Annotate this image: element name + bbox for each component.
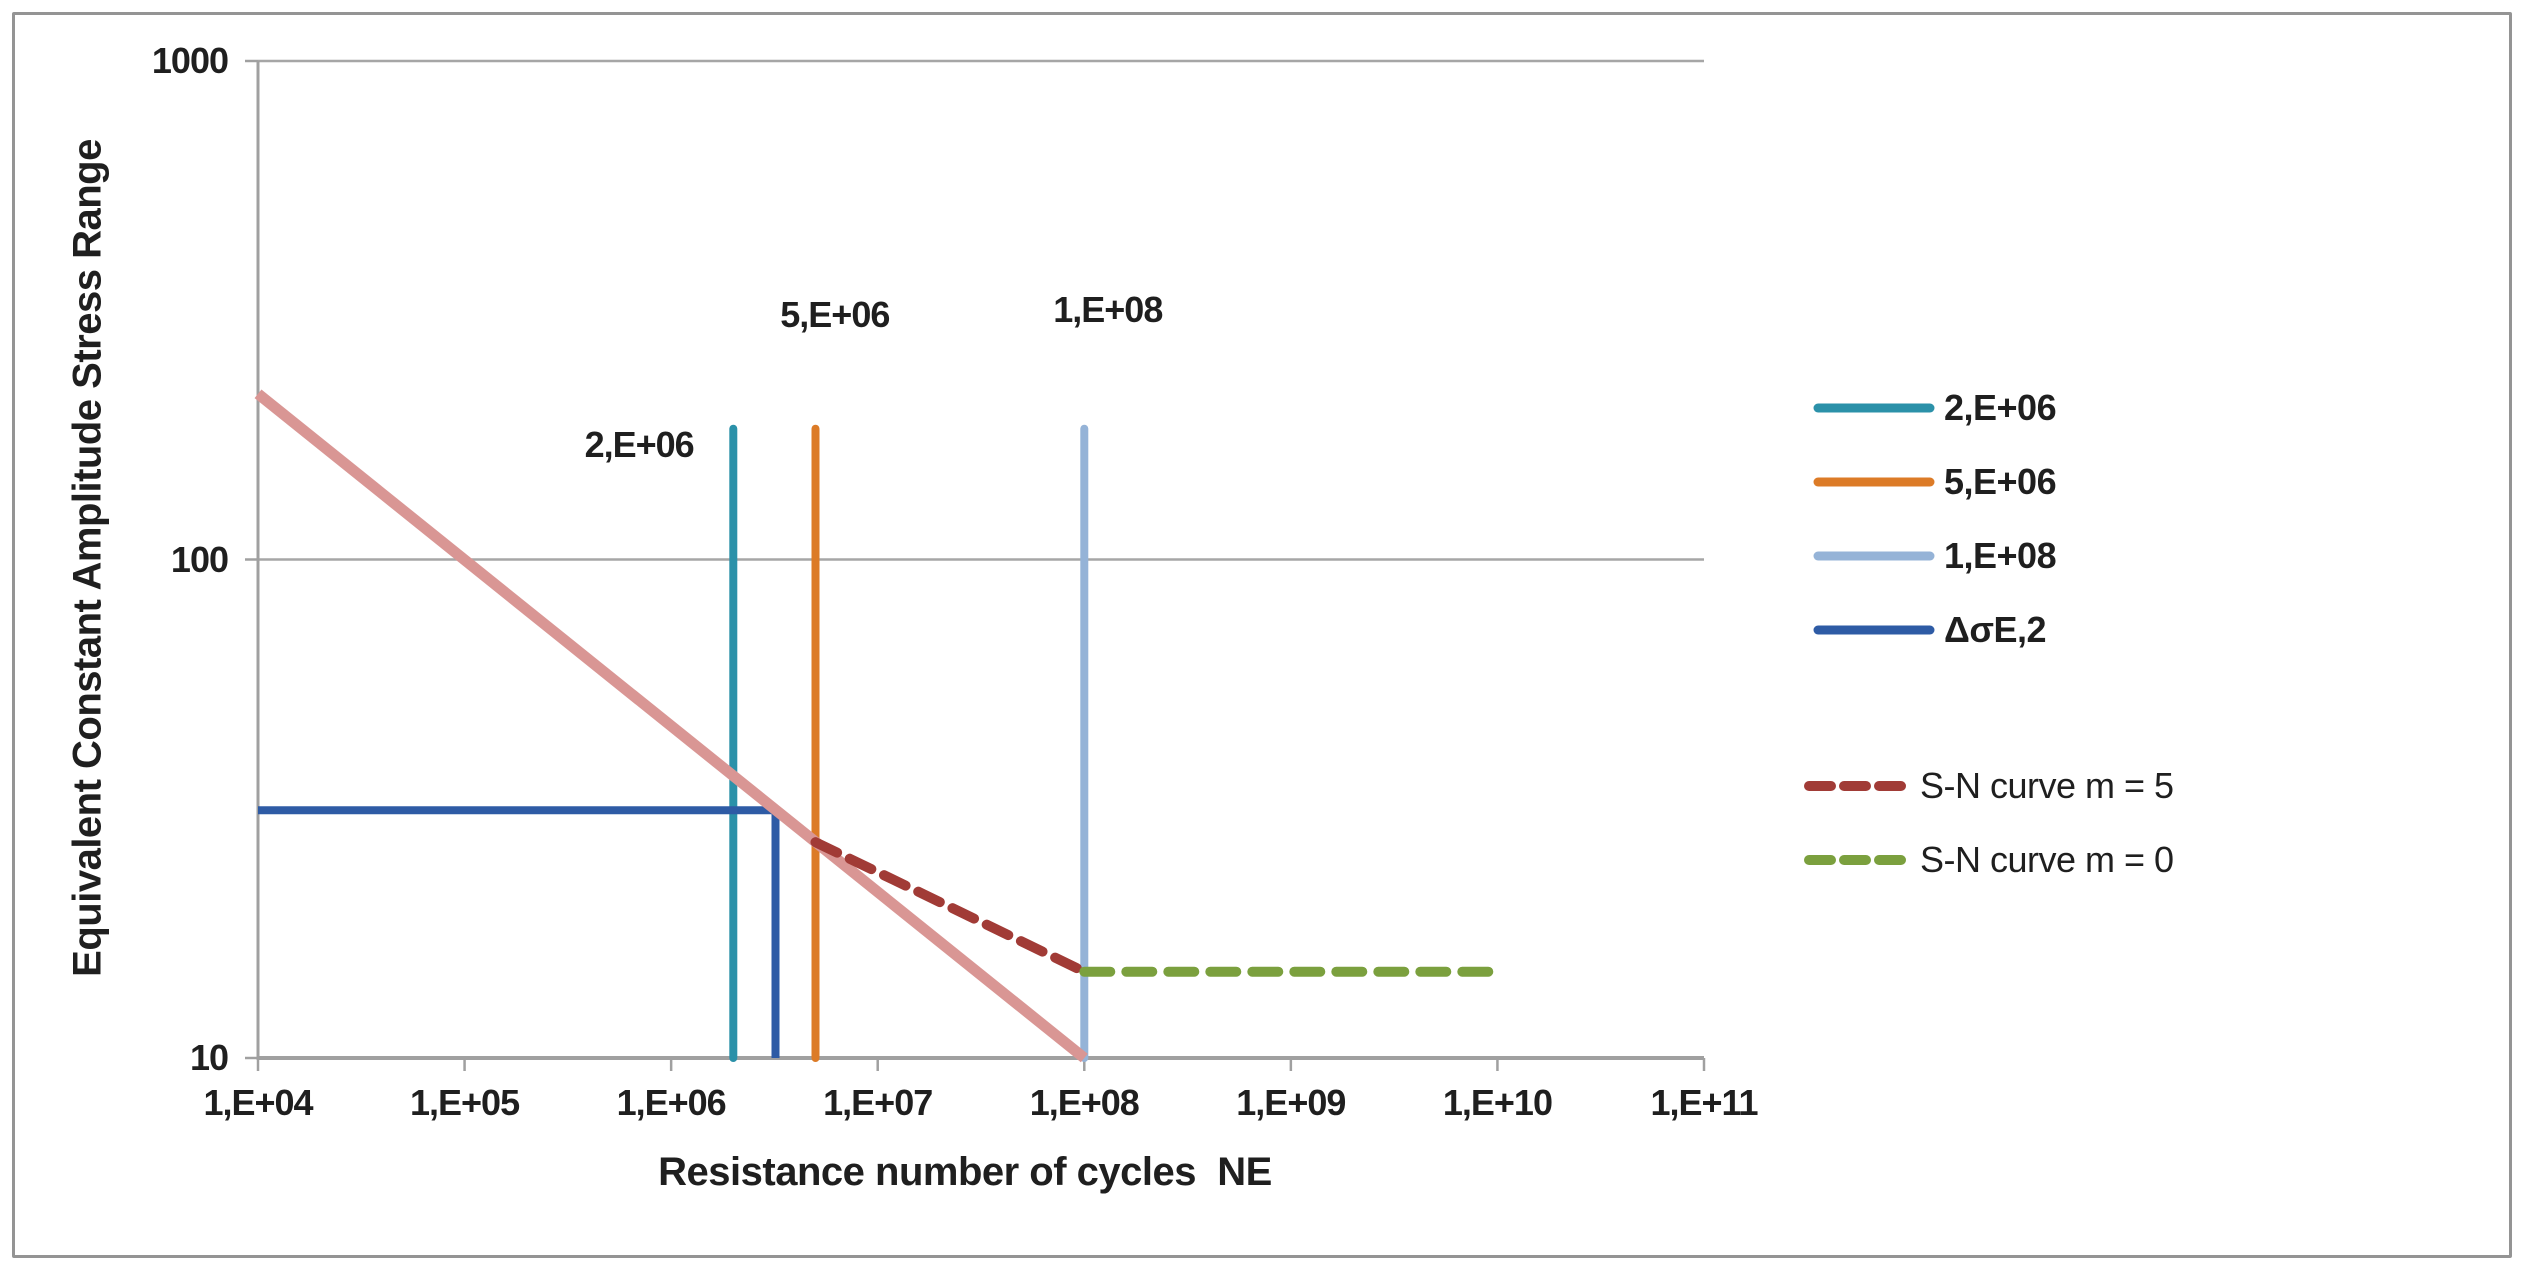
legend-label: 1,E+08 (1944, 535, 2057, 576)
y-tick-label: 1000 (151, 40, 229, 81)
legend-item-1,E+08: 1,E+08 (1813, 532, 2057, 580)
series-line-delta-sigma-E2 (258, 806, 780, 1058)
y-tick-label: 10 (189, 1037, 229, 1078)
y-axis-title: Equivalent Constant Amplitude Stress Ran… (65, 139, 110, 977)
x-tick-label: 1,E+04 (203, 1082, 313, 1123)
x-tick-label: 1,E+06 (616, 1082, 727, 1123)
legend-item-2,E+06: 2,E+06 (1813, 384, 2057, 432)
legend-item-S-N curve m = 0: S-N curve m = 0 (1804, 836, 2174, 884)
legend-swatch (1813, 625, 1935, 635)
legend-item-ΔσE,2: ΔσE,2 (1813, 606, 2047, 654)
y-tick-label: 100 (170, 538, 229, 580)
x-tick-label: 1,E+07 (823, 1082, 933, 1123)
x-tick-label: 1,E+10 (1442, 1082, 1553, 1123)
data-label: 1,E+08 (1053, 289, 1163, 331)
legend-swatch (1813, 403, 1935, 413)
legend-swatch (1804, 781, 1906, 791)
legend-label: 2,E+06 (1944, 387, 2057, 428)
x-tick-label: 1,E+11 (1650, 1082, 1758, 1123)
legend-label: S-N curve m = 0 (1920, 839, 2174, 880)
x-tick-label: 1,E+05 (410, 1082, 520, 1123)
x-tick-label: 1,E+08 (1029, 1082, 1140, 1123)
legend-swatch (1813, 551, 1935, 561)
legend-label: ΔσE,2 (1944, 609, 2047, 650)
legend-label: 5,E+06 (1944, 461, 2057, 502)
legend-item-S-N curve m = 5: S-N curve m = 5 (1804, 762, 2174, 810)
x-tick-label: 1,E+09 (1236, 1082, 1346, 1123)
legend-swatch (1813, 477, 1935, 487)
legend-item-5,E+06: 5,E+06 (1813, 458, 2057, 506)
data-label: 5,E+06 (780, 293, 890, 335)
data-label: 2,E+06 (584, 423, 695, 465)
chart-border (12, 12, 2512, 1258)
x-axis-title: Resistance number of cycles NE (658, 1150, 1272, 1194)
series-line-sn-curve-m3-solid (254, 389, 1088, 1063)
legend-label: S-N curve m = 5 (1920, 765, 2174, 806)
legend-swatch (1804, 855, 1906, 865)
series-line-sn-curve-m5 (810, 837, 1090, 977)
